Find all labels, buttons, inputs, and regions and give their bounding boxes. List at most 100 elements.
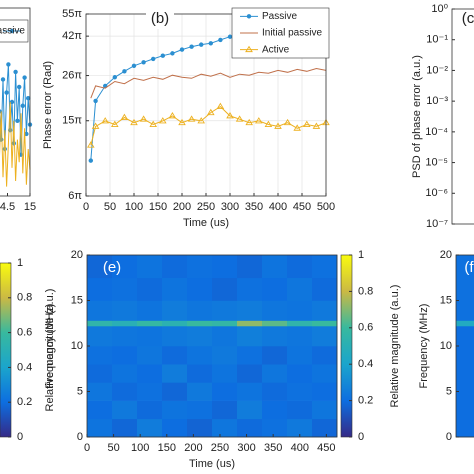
marker: [88, 158, 94, 163]
heatmap-cell: [187, 346, 213, 365]
x-tick-label: 350: [245, 201, 263, 213]
marker: [22, 75, 27, 80]
heatmap-cell: [287, 325, 313, 347]
heatmap-cell: [112, 255, 138, 279]
marker: [17, 84, 22, 90]
heatmap-cell: [212, 382, 238, 401]
y-tick-label: 0: [446, 431, 452, 443]
heatmap-cell: [237, 364, 263, 383]
heatmap-cell: [112, 382, 138, 401]
heatmap-cell: [262, 320, 288, 327]
heatmap-cell: [162, 382, 188, 401]
heatmap-cell: [312, 400, 338, 420]
heatmap-cell: [162, 418, 188, 438]
panel-label: (b): [151, 10, 169, 27]
heatmap-cell: [137, 364, 163, 383]
y-tick-label: 42π: [62, 30, 82, 42]
marker: [131, 63, 137, 68]
marker: [187, 115, 196, 122]
x-tick-label: 50: [107, 442, 119, 454]
panel-label-bg: [146, 9, 174, 29]
marker: [6, 62, 11, 67]
x-tick-label: 450: [317, 442, 335, 454]
heatmap-cell: [237, 320, 263, 327]
legend-label: Active: [262, 44, 290, 55]
heatmap-cell: [237, 277, 263, 301]
heatmap-cell: [87, 300, 113, 321]
marker: [139, 115, 148, 122]
marker: [159, 117, 167, 124]
heatmap-cell: [112, 346, 138, 365]
heatmap-cell: [137, 418, 163, 438]
marker: [160, 53, 165, 58]
colorbar-tick-label: 0.2: [358, 395, 373, 407]
marker: [179, 47, 185, 52]
marker: [120, 113, 129, 120]
y-tick-label: 10: [440, 340, 452, 352]
x-tick-label: 300: [237, 442, 255, 454]
marker: [255, 117, 263, 124]
marker: [141, 60, 146, 65]
marker: [245, 118, 253, 126]
marker: [13, 69, 18, 75]
heatmap-cell: [287, 277, 313, 301]
heatmap-cell: [262, 400, 288, 420]
y-tick-label: 15: [440, 294, 452, 306]
y-tick-label: 10⁻⁴: [425, 126, 448, 138]
marker: [207, 108, 215, 116]
marker: [20, 103, 25, 108]
heatmap-cell: [187, 400, 213, 420]
heatmap-cell: [212, 418, 238, 438]
heatmap-cell: [162, 277, 188, 301]
y-axis-label: Phase error (Rad): [42, 61, 54, 149]
y-tick-label: 55π: [62, 8, 82, 20]
heatmap-cell: [312, 418, 338, 438]
heatmap-cell: [237, 418, 263, 438]
heatmap-cell: [162, 364, 188, 383]
x-tick-label: 250: [197, 201, 215, 213]
heatmap-cell: [137, 346, 163, 365]
heatmap-cell: [162, 320, 188, 327]
heatmap-cell: [112, 364, 138, 383]
y-tick-label: 10: [71, 340, 83, 352]
marker: [4, 90, 9, 95]
legend-label: Initial passive: [262, 28, 322, 39]
x-tick-label: 0: [84, 442, 90, 454]
x-tick-label: 250: [211, 442, 229, 454]
y-tick-label: 10⁻³: [426, 95, 448, 107]
heatmap-cell: [162, 346, 188, 365]
heatmap-cell: [212, 255, 238, 279]
y-axis-label: Frequency (MHz): [418, 304, 430, 389]
x-tick-label: 350: [264, 442, 282, 454]
marker: [91, 122, 100, 129]
heatmap-cell: [137, 325, 163, 347]
heatmap-cell: [312, 346, 338, 365]
colorbar-tick-label: 0.6: [358, 322, 373, 334]
y-tick-label: 10⁻²: [426, 64, 448, 76]
heatmap-cell: [312, 300, 338, 321]
heatmap-cell: [287, 346, 313, 365]
x-tick-label: 0: [83, 201, 89, 213]
marker: [218, 37, 223, 43]
x-tick-label: 150: [158, 442, 176, 454]
heatmap-cell: [137, 277, 163, 301]
colorbar-tick-label: 0: [17, 431, 23, 443]
marker: [264, 120, 273, 127]
x-tick-label: 200: [184, 442, 202, 454]
legend-marker: [245, 45, 253, 53]
x-tick-label: 150: [149, 201, 167, 213]
heatmap-cell: [287, 382, 313, 401]
colorbar-tick-label: 0.4: [17, 361, 32, 373]
colorbar-label: Relative magnitude (a.u.): [389, 285, 401, 408]
x-tick-label: 300: [221, 201, 239, 213]
marker: [283, 118, 292, 126]
x-tick-label: 15: [24, 201, 36, 213]
panel-label: (e): [103, 259, 121, 276]
heatmap-cell: [87, 418, 113, 438]
colorbar-label: Relative magnitude (a.u.): [44, 289, 56, 412]
marker: [303, 120, 311, 127]
data-line: [0, 101, 31, 187]
colorbar-tick-label: 0.4: [358, 358, 373, 370]
y-tick-label: 15π: [62, 115, 82, 127]
